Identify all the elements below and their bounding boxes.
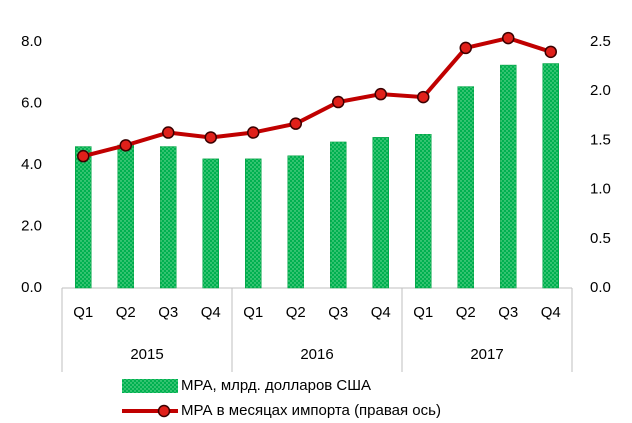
line-marker [289, 117, 302, 130]
y-tick-label: 2.0 [21, 217, 42, 234]
bar [415, 134, 432, 289]
x-tick-label: Q4 [371, 304, 391, 321]
x-tick-label: Q4 [201, 304, 221, 321]
legend-swatch [122, 379, 178, 393]
y-tick-label: 0.0 [21, 279, 42, 296]
line [82, 35, 552, 159]
bar [160, 146, 177, 289]
legend-label: МРА, млрд. долларов США [181, 377, 371, 394]
line-marker [374, 87, 387, 101]
line-marker [204, 131, 217, 144]
line-marker [119, 139, 132, 152]
x-tick-label: Q1 [413, 304, 433, 321]
y-tick-label: 8.0 [21, 33, 42, 50]
line-marker [459, 41, 472, 55]
y-tick-label: 4.0 [21, 156, 42, 173]
y2-tick-label: 0.0 [590, 279, 611, 296]
line-marker [502, 31, 515, 45]
bar [457, 86, 474, 289]
x-tick-label: Q2 [286, 304, 306, 321]
bar [330, 141, 347, 289]
x-tick-label: Q2 [116, 304, 136, 321]
bar [500, 64, 517, 289]
y2-tick-label: 0.5 [590, 230, 611, 247]
x-tick-label: Q4 [541, 304, 561, 321]
x-tick-label: Q2 [456, 304, 476, 321]
line-marker [77, 149, 90, 163]
legend-marker [157, 404, 171, 418]
group-label: 2016 [300, 346, 333, 363]
y2-tick-label: 2.5 [590, 33, 611, 50]
group-label: 2015 [130, 346, 163, 363]
bar [287, 155, 304, 289]
y2-tick-label: 1.0 [590, 181, 611, 198]
y2-tick-label: 1.5 [590, 131, 611, 148]
bar [372, 137, 389, 289]
line-marker [162, 126, 175, 139]
x-tick-label: Q3 [498, 304, 518, 321]
line-marker [417, 90, 430, 104]
bar [75, 146, 92, 289]
group-label: 2017 [470, 346, 503, 363]
bar [117, 144, 134, 289]
line-marker [544, 45, 557, 59]
y2-tick-label: 2.0 [590, 82, 611, 99]
bar [202, 158, 219, 289]
x-tick-label: Q1 [73, 304, 93, 321]
bar [542, 63, 559, 289]
x-tick-label: Q3 [328, 304, 348, 321]
line-marker [332, 95, 345, 109]
bar [245, 158, 262, 289]
x-tick-label: Q1 [243, 304, 263, 321]
y-tick-label: 6.0 [21, 94, 42, 111]
x-tick-label: Q3 [158, 304, 178, 321]
legend-label: МРА в месяцах импорта (правая ось) [181, 402, 441, 419]
line-marker [247, 126, 260, 139]
